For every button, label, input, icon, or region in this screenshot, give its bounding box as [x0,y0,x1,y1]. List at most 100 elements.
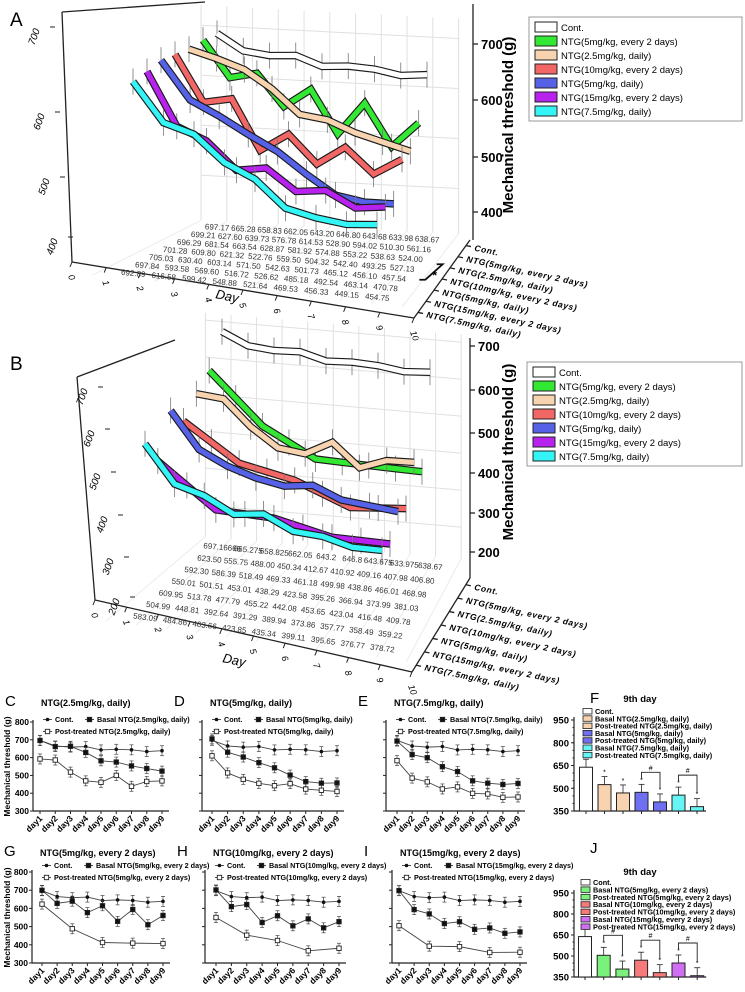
marker-filled-square [244,901,250,908]
significance-bracket [603,934,623,956]
ribbon-series [214,20,428,89]
table-value: 696.29 [177,237,203,248]
marker-filled-square [441,920,448,927]
marker-dot [229,894,234,899]
table-value: 463.66 [192,619,218,631]
table-value: 435.34 [251,627,277,639]
day-tick [314,650,318,656]
table-value: 412.67 [303,564,329,575]
series-tick [457,597,463,600]
day-tick-label: 0 [66,273,77,281]
gridline [401,233,459,308]
chart-title: NTG(5mg/kg, every 2 days) [40,848,156,858]
marker-filled-square [130,906,136,913]
marker-open-square [159,778,165,784]
y-tick-label: 800 [15,717,29,727]
day-tick-label: 6 [271,307,282,315]
table-value: 455.22 [244,598,270,610]
legend-label: Post-treated NTG(5mg/kg, daily) [595,736,707,745]
marker-dot [472,898,477,902]
legend-swatch [532,436,556,448]
panel-d-line-chart: day1day2day3day4day5day6day7day8day9NTG(… [174,693,353,834]
panel-label: G [4,843,16,860]
panel-label: A [10,10,23,31]
legend-swatch [580,879,591,886]
legend-swatch [532,394,556,406]
day-tick [346,657,350,663]
gridline [105,536,206,622]
marker-open-square [160,940,166,947]
legend-label: Basal NTG(15mg/kg, every 2 days) [593,915,713,924]
legend-swatch [580,923,591,930]
table-value: 409.16 [356,569,382,580]
gridline [339,230,408,301]
table-value: 376.77 [340,639,366,651]
table-value: 574.88 [315,247,341,258]
y-axis-title: Mechanical threshold (g) [2,716,12,816]
series-tick [432,637,438,641]
legend: Cont. Basal NTG(15mg/kg, every 2 days) Pos… [402,861,574,882]
left-tick-label: 700 [75,387,91,407]
day-tick [282,643,286,649]
legend-label: Basal NTG(5mg/kg, daily) [266,715,353,724]
chart-title: 9th day [623,694,657,705]
table-value: 638.67 [415,234,440,244]
table-value: 542.63 [265,263,291,274]
marker-dot [335,748,339,753]
gridline [255,547,334,642]
left-tick-label: 600 [82,429,98,449]
legend-label: NTG(10mg/kg, every 2 days) [561,65,683,76]
day-tick-label: 7 [311,662,322,671]
marker-dot [115,898,120,902]
marker-open-square [424,779,430,785]
legend: Cont. NTG(5mg/kg, every 2 days) NTG(2.5mg/… [528,16,743,122]
marker-open-square [213,914,219,921]
marker-filled-square [471,926,478,932]
table-value: 461.18 [293,577,319,589]
legend-label: Basal NTG(7.5mg/kg, daily) [595,744,690,753]
panel-b-3d-chart: 0 1 2 3 4 5 6 7 8 9 10 Day 200 300 400 500 600 700 200 300 4… [10,312,743,696]
legend-label: Post-treated NTG(5mg/kg, daily) [224,727,334,736]
table-value: 358.49 [349,625,375,637]
table-value: 366.94 [338,595,364,607]
day-tick [240,289,244,296]
marker-dot [55,894,59,899]
ribbon-series [171,41,404,188]
legend-swatch [534,21,558,33]
marker-filled-square [128,763,135,769]
series-tick [457,256,464,259]
legend: Cont. Basal NTG(10mg/kg, every 2 days) Pos… [215,861,387,882]
marker-open-square [52,757,58,763]
marker-dot [470,747,475,752]
marker-filled-square [303,778,309,785]
bar-group: * [596,940,611,980]
table-value: 576.78 [272,235,298,246]
legend-swatch [582,715,593,722]
gridline [215,225,305,289]
marker-dot [44,863,49,868]
table-value: 416.48 [357,612,383,624]
left-tick-label: 400 [95,515,111,535]
day-tick [137,273,141,279]
legend-label: NTG(5mg/kg, every 2 days) [559,382,676,393]
table-value: 621.32 [219,250,245,261]
marker-dot [244,895,249,900]
table-value: 470.78 [373,282,399,293]
table-value: 373.86 [291,618,317,630]
legend-label: Post-treated NTG(10mg/kg, every 2 days) [593,908,736,917]
marker-open-square [517,949,523,955]
panel-h-line-chart: day1day2day3day4day5day6day7day8day9NTG(… [177,843,387,986]
ribbon-fill [220,329,431,375]
marker-dot [114,747,119,752]
legend-label: NTG(15mg/kg, every 2 days) [561,93,683,104]
table-value: 599.42 [182,274,208,285]
table-value: 630.40 [178,255,204,266]
marker-filled-square [255,716,262,723]
significance-star: * [432,269,437,283]
table-value: 504.99 [145,600,171,612]
day-tick-label: 0 [89,611,100,619]
ribbon-fill [215,31,428,79]
panel-i-line-chart: day1day2day3day4day5day6day7day8day9NTG(… [364,843,574,986]
marker-open-square [487,949,493,956]
day-tick-label: 2 [152,625,163,634]
